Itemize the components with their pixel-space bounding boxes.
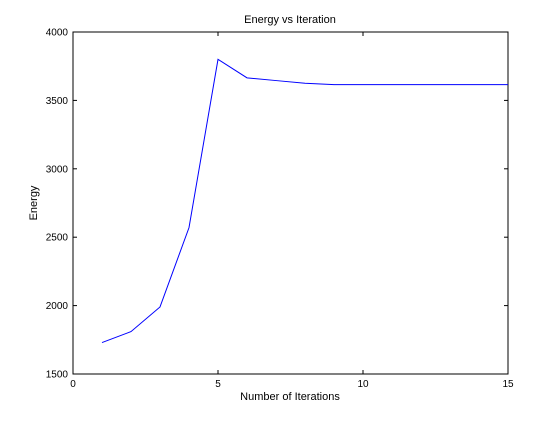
data-point — [159, 306, 160, 307]
x-tick-label: 0 — [70, 379, 76, 390]
x-tick-label: 10 — [357, 379, 369, 390]
data-point — [275, 80, 276, 81]
data-point — [362, 84, 363, 85]
data-point — [391, 84, 392, 85]
data-point — [246, 77, 247, 78]
data-point — [217, 59, 218, 60]
y-tick-label: 3500 — [46, 96, 69, 107]
data-point — [304, 83, 305, 84]
x-tick-label: 15 — [502, 379, 514, 390]
y-tick-label: 4000 — [46, 28, 69, 39]
data-point — [449, 84, 450, 85]
data-point — [101, 342, 102, 343]
data-point — [188, 227, 189, 228]
data-point — [507, 84, 508, 85]
chart-title: Energy vs Iteration — [244, 14, 336, 26]
y-tick-label: 2500 — [46, 233, 69, 244]
series-layer — [101, 58, 508, 344]
axis-ticks: 0 5 10 15 1500 2000 2500 3000 3500 4000 — [46, 28, 514, 391]
x-axis-label: Number of Iterations — [240, 391, 340, 403]
data-point — [420, 84, 421, 85]
data-point — [333, 84, 334, 85]
data-point — [478, 84, 479, 85]
series-line — [101, 58, 508, 344]
x-tick-label: 5 — [215, 379, 221, 390]
y-tick-label: 3000 — [46, 164, 69, 175]
y-tick-label: 2000 — [46, 301, 69, 312]
plot-area — [72, 31, 509, 375]
y-tick-label: 1500 — [46, 370, 69, 381]
y-axis-label: Energy — [28, 185, 40, 220]
data-point — [130, 331, 131, 332]
